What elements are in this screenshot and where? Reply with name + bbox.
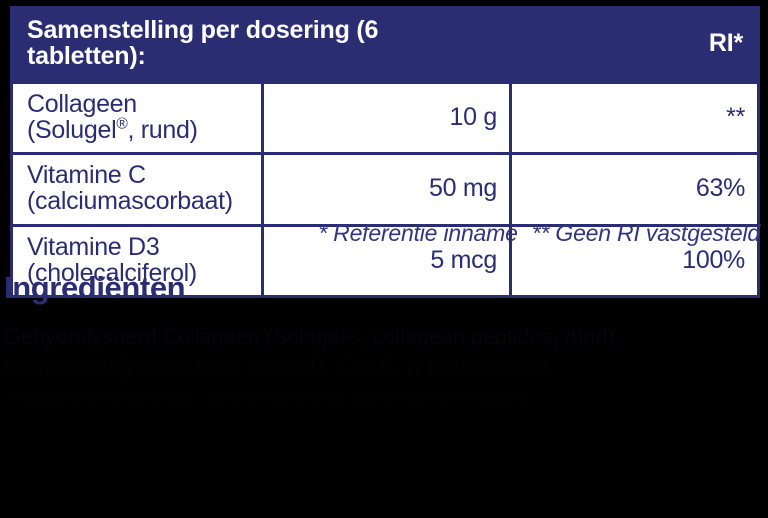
nutrient-amount-cell: 10 g (261, 80, 509, 152)
table-row: Collageen (Solugel®, rund) 10 g ** (13, 80, 757, 152)
nutrient-ri-cell: 100% (509, 223, 757, 295)
nutrient-amount-cell: 5 mcg (261, 223, 509, 295)
table-header-title: Samenstelling per dosering (6 tabletten)… (13, 9, 509, 81)
supplement-facts-panel: Samenstelling per dosering (6 tabletten)… (10, 6, 760, 298)
registered-trademark-icon: ® (116, 115, 128, 133)
nutrient-name-text: Collageen (Solugel (27, 89, 137, 144)
nutrient-ri-cell: 63% (509, 152, 757, 224)
nutrient-ri-cell: ** (509, 80, 757, 152)
ingredients-body: Gehydrolyseerd Collageen (Solugel®, coll… (4, 322, 704, 472)
ingredients-line: magnesiumstearaat, siliciumdioxide (anti… (4, 384, 534, 409)
ingredients-line: cholecalciferol (Vitamine D3) (4, 444, 278, 469)
footnote-no-ri: ** Geen RI vastgesteld (531, 220, 760, 246)
table-body: Collageen (Solugel®, rund) 10 g ** Vitam… (13, 80, 757, 295)
nutrient-name-cell: Collageen (Solugel®, rund) (13, 80, 261, 152)
nutrient-name-text: Vitamine C (calciumascorbaat) (27, 161, 233, 216)
nutrient-name-cell: Vitamine C (calciumascorbaat) (13, 152, 261, 224)
ingredients-line: microkristallijne cellulose (vulstof), d… (4, 354, 553, 379)
nutrient-name-cell: Vitamine D3 (cholecalciferol) (13, 223, 261, 295)
table-header-ri: RI* (509, 9, 757, 81)
footnote-ri: * Referentie inname (318, 220, 518, 246)
nutrient-name-text: Vitamine D3 (cholecalciferol) (27, 232, 197, 287)
nutrient-amount-cell: 50 mg (261, 152, 509, 224)
table-footnote: * Referentie inname ** Geen RI vastgestel… (318, 220, 760, 247)
table-header-row: Samenstelling per dosering (6 tabletten)… (13, 9, 757, 81)
ingredients-heading: Ingrediënten (4, 270, 186, 305)
ingredients-line: Vitamine C (as calciumascorbaat), tablet… (4, 414, 433, 439)
nutrient-name-tail: , rund) (127, 115, 198, 144)
table-row: Vitamine C (calciumascorbaat) 50 mg 63% (13, 152, 757, 224)
supplement-facts-table: Samenstelling per dosering (6 tabletten)… (10, 6, 760, 298)
table-head: Samenstelling per dosering (6 tabletten)… (13, 9, 757, 81)
ingredients-line: Gehydrolyseerd Collageen (Solugel®, coll… (4, 324, 621, 349)
table-row: Vitamine D3 (cholecalciferol) 5 mcg 100% (13, 223, 757, 295)
